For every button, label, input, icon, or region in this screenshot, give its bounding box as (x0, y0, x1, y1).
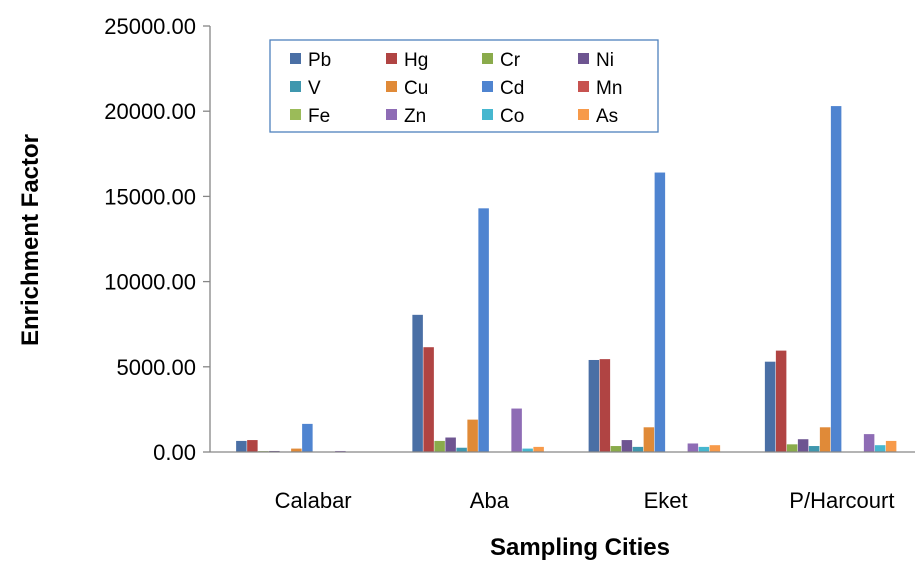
bar (610, 446, 622, 452)
bar (456, 447, 467, 452)
legend-label: Hg (404, 50, 428, 71)
bar (478, 208, 489, 452)
y-axis: 0.00 5000.00 10000.00 15000.00 20000.00 25000… (104, 14, 211, 465)
bar (786, 444, 798, 452)
legend-swatch (578, 81, 589, 92)
legend-swatch (482, 109, 493, 120)
legend-label: V (308, 78, 321, 99)
legend-label: Fe (308, 106, 330, 127)
legend-swatch (578, 53, 589, 64)
bar (632, 446, 644, 452)
bar (621, 440, 633, 452)
legend-label: Mn (596, 78, 622, 99)
bar (775, 350, 787, 452)
legend-box (269, 39, 659, 133)
legend-swatch (386, 109, 397, 120)
y-tick-label: 25000.00 (104, 14, 196, 39)
bar (445, 437, 456, 452)
bar (764, 361, 776, 452)
legend-swatch (482, 53, 493, 64)
legend-swatch (482, 81, 493, 92)
bar (236, 440, 247, 452)
legend-label: Co (500, 106, 524, 127)
bar (885, 440, 897, 452)
y-axis-title: Enrichment Factor (17, 134, 44, 346)
y-tick-label: 0.00 (153, 440, 196, 465)
x-category-label: Eket (644, 488, 688, 513)
x-category-label: Calabar (275, 488, 352, 513)
bar (434, 440, 445, 452)
legend-swatch (386, 81, 397, 92)
bar (412, 314, 423, 452)
legend-label: Zn (404, 106, 426, 127)
legend-label: Cu (404, 78, 428, 99)
legend-label: Cd (500, 78, 524, 99)
bar (698, 446, 710, 452)
x-axis-title: Sampling Cities (490, 534, 670, 561)
bar (511, 408, 522, 452)
legend-label: Ni (596, 50, 614, 71)
bar (533, 446, 544, 452)
bar (797, 439, 809, 452)
bar (247, 440, 258, 452)
legend-swatch (386, 53, 397, 64)
bar (467, 419, 478, 452)
bar (687, 443, 699, 452)
x-category-label: Aba (470, 488, 510, 513)
bar (709, 445, 721, 452)
y-tick-label: 10000.00 (104, 270, 196, 295)
bar (599, 359, 611, 452)
bar (863, 434, 875, 452)
bar (302, 423, 313, 452)
bar (522, 448, 533, 452)
legend: Pb Hg Cr Ni V Cu Cd Mn Fe Zn Co As (269, 39, 659, 133)
bars (236, 106, 897, 452)
legend-swatch (290, 109, 301, 120)
bar (588, 359, 600, 452)
bar (830, 106, 842, 452)
y-tick-label: 5000.00 (116, 355, 196, 380)
y-tick-label: 20000.00 (104, 99, 196, 124)
y-tick-label: 15000.00 (104, 184, 196, 209)
bar (423, 347, 434, 452)
bar (874, 445, 886, 452)
x-category-label: P/Harcourt (789, 488, 894, 513)
legend-label: Pb (308, 50, 331, 71)
x-axis: Calabar Aba Eket P/Harcourt (210, 451, 915, 513)
bar (808, 446, 820, 452)
bar (291, 448, 302, 452)
legend-label: As (596, 106, 618, 127)
bar (643, 427, 655, 452)
legend-swatch (290, 53, 301, 64)
legend-swatch (578, 109, 589, 120)
legend-label: Cr (500, 50, 521, 71)
bar (654, 172, 666, 452)
legend-swatch (290, 81, 301, 92)
bar (819, 427, 831, 452)
